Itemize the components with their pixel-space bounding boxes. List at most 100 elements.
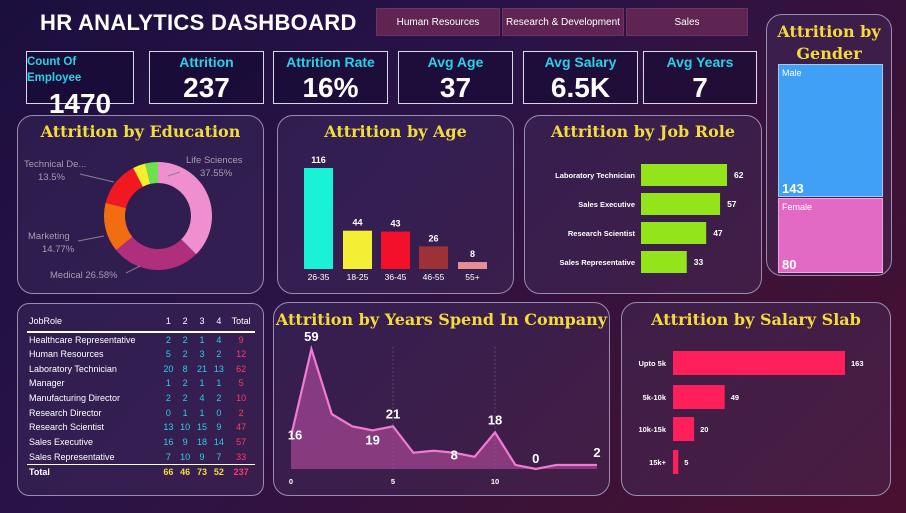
years-value-label: 16 xyxy=(288,427,302,442)
table-cell: 2 xyxy=(182,334,188,345)
table-cell: 33 xyxy=(236,451,247,462)
table-cell: Research Director xyxy=(29,407,102,418)
gender-panel: Attrition by Gender Male 143 Female 80 xyxy=(766,14,892,276)
years-value-label: 2 xyxy=(593,445,600,460)
table-cell: 3 xyxy=(199,349,205,360)
table-cell: 9 xyxy=(182,437,188,448)
salary-label: 5k-10k xyxy=(643,393,667,402)
age-bar-value: 26 xyxy=(428,233,438,243)
age-bar-value: 8 xyxy=(470,249,475,259)
table-cell: 2 xyxy=(182,378,188,389)
job-role-value: 57 xyxy=(727,199,737,209)
age-bar-26-35 xyxy=(304,168,333,269)
table-header-cell[interactable]: 2 xyxy=(176,310,194,333)
kpi-label: Avg Salary xyxy=(544,54,617,70)
job-role-label: Laboratory Technician xyxy=(555,171,635,180)
table-header-cell[interactable]: Total xyxy=(227,310,255,333)
kpi-attrition: Attrition 237 xyxy=(149,51,264,104)
years-chart-title: Attrition by Years Spend In Company xyxy=(275,310,608,329)
salary-bar xyxy=(673,385,725,409)
table-header-cell[interactable]: 1 xyxy=(159,310,177,333)
salary-bar-chart: Upto 5k 163 5k-10k 49 10k-15k 20 15k+ 5 xyxy=(638,351,864,474)
table-cell: 0 xyxy=(216,407,222,418)
gender-label-female: Female xyxy=(782,202,813,212)
table-cell: 73 xyxy=(193,463,211,479)
job-role-label: Sales Representative xyxy=(560,258,635,267)
age-bar-55+ xyxy=(458,262,487,269)
education-pct-2: 14.77% xyxy=(42,244,75,255)
gender-bar-female[interactable]: Female 80 xyxy=(778,198,883,273)
table-cell: 4 xyxy=(216,334,222,345)
age-bar-36-45 xyxy=(381,231,410,269)
table-cell: 8 xyxy=(182,363,188,374)
table-cell: 66 xyxy=(159,463,177,479)
table-cell: 2 xyxy=(182,349,188,360)
table-cell: Manufacturing Director xyxy=(29,393,121,404)
education-slice-4 xyxy=(133,163,151,187)
table-cell: 5 xyxy=(165,349,171,360)
table-cell: 52 xyxy=(210,463,228,479)
table-header-cell[interactable]: 4 xyxy=(210,310,228,333)
years-panel: Attrition by Years Spend In Company 16 59… xyxy=(273,302,610,496)
table-cell: 9 xyxy=(216,422,222,433)
table-cell: 1 xyxy=(165,378,171,389)
education-name-2: Marketing xyxy=(28,231,70,242)
table-cell: 10 xyxy=(236,393,247,404)
education-slice-5 xyxy=(145,162,158,184)
gender-value-male: 143 xyxy=(782,181,804,196)
tab-human-resources[interactable]: Human Resources xyxy=(376,8,500,36)
education-slice-0 xyxy=(158,162,212,255)
gender-chart-title: Attrition by Gender xyxy=(777,22,881,63)
table-cell: 21 xyxy=(197,363,208,374)
gender-bar-male[interactable]: Male 143 xyxy=(778,64,883,197)
job-role-label: Sales Executive xyxy=(578,200,635,209)
table-cell: 1 xyxy=(199,378,205,389)
table-total-row: Total 66 46 73 52 237 xyxy=(27,463,255,479)
age-bar-46-55 xyxy=(419,246,448,269)
table-cell: 1 xyxy=(216,378,222,389)
education-label-1: Medical 26.58% xyxy=(50,270,118,281)
table-cell: 2 xyxy=(165,393,171,404)
tab-research-development[interactable]: Research & Development xyxy=(502,8,624,36)
table-cell: 15 xyxy=(197,422,208,433)
years-value-label: 21 xyxy=(386,406,400,421)
kpi-attrition-rate: Attrition Rate 16% xyxy=(273,51,388,104)
table-cell: 2 xyxy=(216,349,222,360)
job-role-value: 62 xyxy=(734,170,744,180)
salary-value: 49 xyxy=(731,393,739,402)
table-cell: 12 xyxy=(236,349,247,360)
age-bar-18-25 xyxy=(343,230,372,269)
kpi-label: Count Of Employee xyxy=(27,56,82,84)
table-cell: 10 xyxy=(180,422,191,433)
kpi-avg-age: Avg Age 37 xyxy=(398,51,513,104)
years-value-label: 18 xyxy=(488,412,502,427)
table-row: Research Director 0 1 1 0 2 xyxy=(27,405,255,420)
table-header-cell[interactable]: 3 xyxy=(193,310,211,333)
table-row: Manager 1 2 1 1 5 xyxy=(27,376,255,391)
job-role-bar xyxy=(641,251,687,273)
salary-bar xyxy=(673,351,845,375)
kpi-label: Attrition xyxy=(179,54,234,70)
table-header-cell[interactable]: JobRole xyxy=(27,310,160,333)
years-line xyxy=(289,344,597,471)
job-role-bar xyxy=(641,193,721,215)
page-title: HR ANALYTICS DASHBOARD xyxy=(40,10,357,35)
education-leader-line-3 xyxy=(79,173,115,183)
job-role-table-panel: JobRole 1 2 3 4 Total Healthcare Representati… xyxy=(17,303,264,496)
kpi-avg-salary: Avg Salary 6.5K xyxy=(523,51,638,104)
salary-bar xyxy=(673,417,695,441)
age-chart-title: Attrition by Age xyxy=(324,122,467,141)
age-bar-value: 116 xyxy=(311,155,326,165)
age-bar-chart: 116 26-35 44 18-25 43 36-45 26 46-55 8 55+ xyxy=(304,155,487,282)
education-slice-3 xyxy=(105,168,143,208)
salary-bar xyxy=(673,450,679,474)
salary-value: 20 xyxy=(700,425,708,434)
salary-value: 5 xyxy=(684,458,688,467)
job-role-bar xyxy=(641,164,727,186)
kpi-avg-years: Avg Years 7 xyxy=(643,51,757,104)
table-cell: 2 xyxy=(165,334,171,345)
table-cell: Total xyxy=(27,463,160,479)
tab-sales[interactable]: Sales xyxy=(626,8,748,36)
table-cell: 18 xyxy=(197,437,208,448)
years-tick-label: 0 xyxy=(289,477,293,486)
